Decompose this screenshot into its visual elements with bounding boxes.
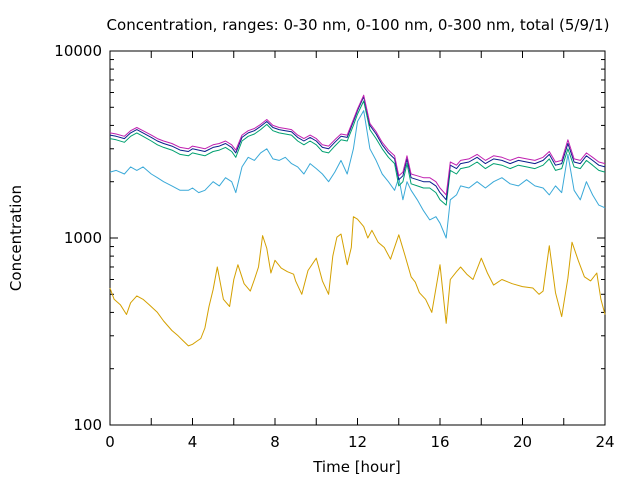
- x-tick-label: 16: [430, 433, 449, 451]
- series-line-3: [109, 100, 606, 206]
- series-line-5: [109, 94, 606, 196]
- x-tick-label: 12: [348, 433, 367, 451]
- x-tick-label: 8: [270, 433, 280, 451]
- plot-frame: [109, 50, 606, 426]
- y-tick-label: 1000: [64, 229, 102, 247]
- tick-labels: 0 4 8 12 16 20 24 100 1000 10000: [54, 42, 614, 451]
- axis-ticks: [109, 51, 606, 426]
- x-axis-label: Time [hour]: [312, 458, 401, 476]
- x-tick-label: 24: [595, 433, 614, 451]
- y-tick-label: 10000: [54, 42, 102, 60]
- x-tick-label: 0: [105, 433, 115, 451]
- y-axis-label: Concentration: [7, 185, 25, 291]
- x-tick-label: 4: [188, 433, 198, 451]
- series-line-4: [109, 96, 606, 201]
- y-tick-label: 100: [73, 416, 102, 434]
- x-tick-label: 20: [513, 433, 532, 451]
- chart-title: Concentration, ranges: 0-30 nm, 0-100 nm…: [107, 16, 610, 34]
- series-lines: [109, 94, 606, 347]
- series-line-1: [109, 216, 606, 347]
- series-line-2: [109, 110, 606, 239]
